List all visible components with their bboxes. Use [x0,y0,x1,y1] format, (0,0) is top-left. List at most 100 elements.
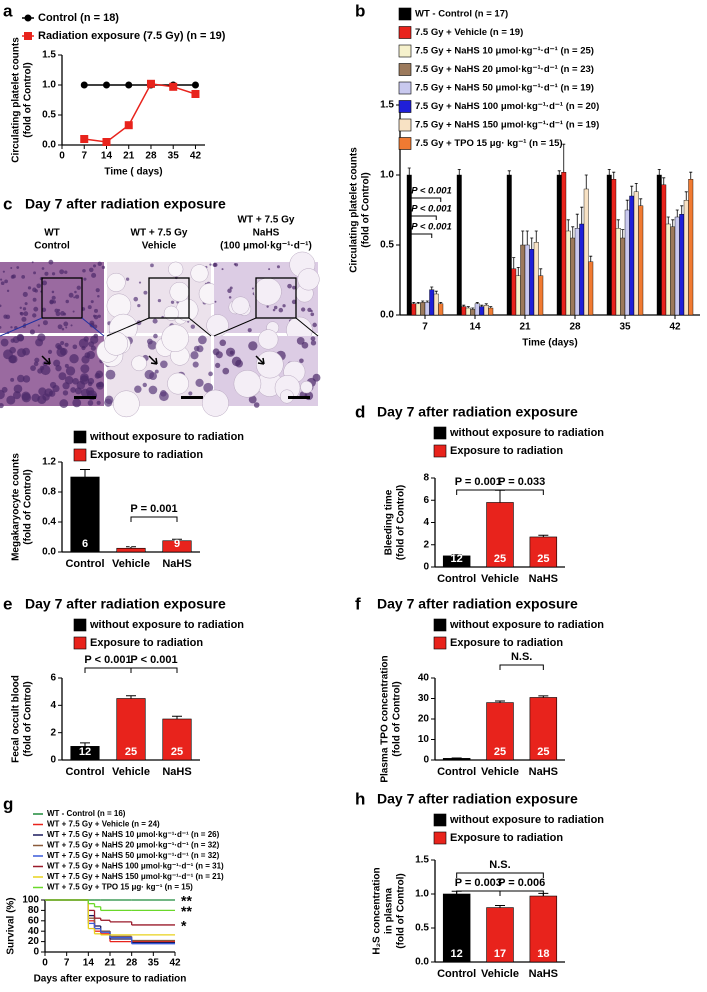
cell [22,375,31,383]
cell [225,347,236,357]
x-tick-label: Control [65,558,104,570]
cell [248,341,258,351]
bracket [84,667,132,673]
panel-letter: g [3,794,13,813]
y-tick-label: 6 [423,495,429,506]
cell [209,263,212,266]
y-tick-label: 1.0 [415,889,429,900]
x-tick-label: Vehicle [112,766,150,778]
n-label: 9 [174,538,180,550]
cell [188,391,193,396]
x-tick-label: 7 [422,322,428,333]
x-tick-label: Control [65,766,104,778]
bar [620,237,626,316]
bar [461,306,467,316]
legend-swatch [398,100,412,113]
bar [70,476,100,553]
legend-swatch [433,813,447,827]
error-bar [675,209,679,217]
x-tick-label: 21 [123,151,135,162]
bar [424,302,430,316]
error-bar [666,216,670,224]
cell [87,305,92,310]
y-tick-label: 4 [423,517,429,528]
y-axis-label: (fold of Control) [396,873,407,949]
cell [23,311,29,317]
cell [0,338,9,347]
point [80,81,88,89]
image-label: WT + 7.5 Gy [238,215,295,226]
cell [150,263,154,268]
cell [231,356,242,367]
adipocyte [231,296,250,315]
cell [137,304,141,308]
y-tick-label: 20 [418,714,430,725]
cell [97,294,100,298]
error-bar [625,199,629,210]
y-tick-label: 0 [33,947,39,958]
adipocyte [256,350,284,379]
panel-letter: b [355,1,365,20]
y-axis-label: Megakaryocyte counts [11,453,22,561]
bar [633,191,639,316]
cell [32,297,37,302]
legend-label: Exposure to radiation [450,637,563,649]
cell [83,277,87,281]
error-bar [416,302,420,304]
legend-swatch [73,430,87,444]
cell [0,402,4,409]
y-tick-label: 1.2 [42,457,56,468]
x-tick-label: 7 [64,958,70,969]
legend-label: 7.5 Gy + Vehicle (n = 19) [415,27,523,38]
cell [196,345,204,353]
y-axis-label: (fold of Control) [23,681,34,757]
cell [41,307,47,313]
x-tick-label: Vehicle [481,968,519,980]
cell [10,326,13,329]
x-tick-label: 21 [104,958,116,969]
cell [1,386,8,393]
cell [310,340,317,346]
cell [142,382,147,388]
bar [529,895,558,963]
cell [31,261,34,264]
cell [160,360,168,369]
bracket [456,872,544,878]
error-bar [172,715,182,719]
y-tick-label: 0.4 [42,517,56,528]
cell [29,329,35,335]
y-tick-label: 0 [423,562,429,573]
arrow [148,355,158,365]
cell [228,296,232,299]
cell [76,285,81,290]
cell [87,400,94,406]
cell [149,372,158,380]
y-tick-label: 80 [28,905,40,916]
adipocyte [168,261,184,277]
n-label: 17 [494,948,506,960]
cell [154,369,159,374]
cell [37,324,41,327]
bar [683,199,689,316]
adipocyte [169,281,190,302]
scale-bar [288,396,310,399]
cell [70,387,77,393]
adipocyte [163,305,179,321]
point [146,79,155,88]
legend-label: WT - Control (n = 16) [47,809,126,818]
legend-label: Control (n = 18) [38,12,119,24]
n-label: 12 [451,948,463,960]
cell [278,307,284,313]
cell [310,336,316,342]
error-bar [571,226,575,238]
y-axis-label: (fold of Control) [23,62,34,138]
error-bar [538,695,549,698]
legend-swatch [398,81,412,95]
cell [143,290,148,295]
bar [570,237,576,316]
cell [57,324,63,330]
n-label: 6 [82,538,88,550]
y-tick-label: 0.5 [415,923,429,934]
cell [133,296,139,302]
adipocyte [167,372,189,395]
